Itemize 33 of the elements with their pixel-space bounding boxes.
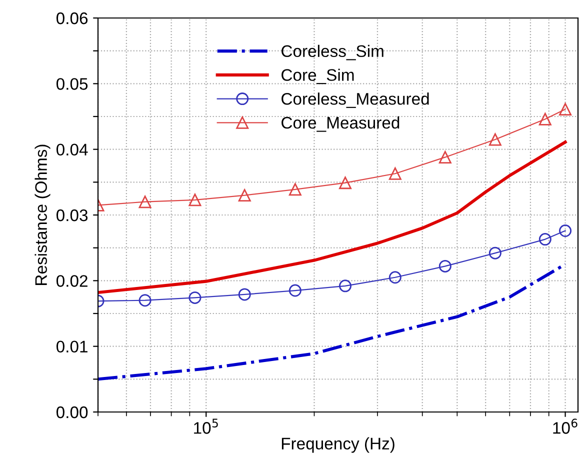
- point: [288, 183, 302, 196]
- point: [188, 194, 202, 206]
- point: [188, 291, 202, 304]
- y-tick-label: 0.03: [56, 209, 88, 222]
- point: [438, 260, 452, 272]
- y-tick-label: 0.06: [56, 12, 88, 24]
- legend-label: Core_Measured: [282, 116, 400, 132]
- point: [538, 112, 552, 126]
- point: [238, 288, 251, 301]
- x-tick-label: 10$^{6}$: [553, 418, 578, 434]
- point: [138, 294, 152, 307]
- point: [538, 233, 552, 246]
- point: [388, 167, 402, 180]
- point: [339, 176, 352, 190]
- legend-label: Core_Sim: [282, 68, 354, 84]
- y-tick-label: 0.01: [56, 340, 88, 353]
- y-tick-label: 0.02: [56, 275, 88, 287]
- point: [288, 284, 302, 297]
- point: [339, 280, 352, 292]
- point: [388, 271, 402, 284]
- y-tick-label: 0.05: [56, 78, 88, 90]
- point: [138, 196, 152, 208]
- y-tick-label: 0.04: [56, 144, 88, 156]
- legend-label: Coreless_Measured: [282, 92, 429, 108]
- x-tick-label: 10$^{5}$: [194, 418, 218, 434]
- y-axis-title: Resistance (Ohms): [34, 144, 50, 285]
- y-tick-label: 0.00: [56, 406, 88, 418]
- point: [488, 246, 502, 260]
- point: [438, 150, 452, 164]
- point: [488, 133, 502, 146]
- x-axis-title: Frequency (Hz): [282, 437, 394, 453]
- point: [238, 189, 251, 202]
- legend-label: Coreless_Sim: [282, 44, 384, 60]
